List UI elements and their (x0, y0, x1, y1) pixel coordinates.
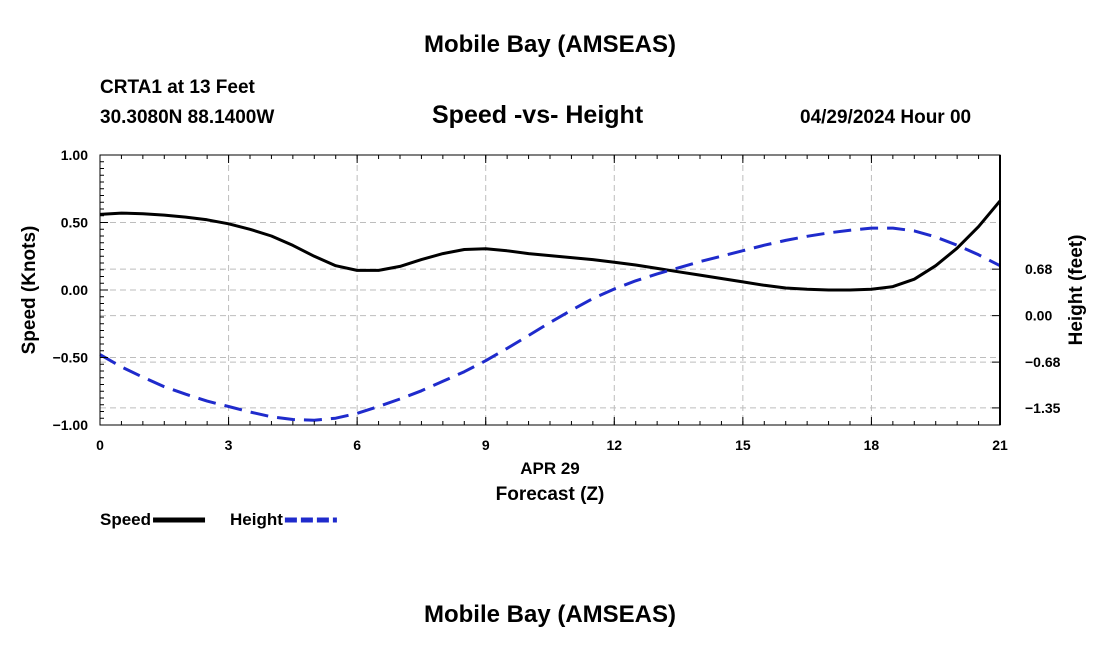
x-axis-title: Forecast (Z) (496, 484, 605, 505)
footer-title: Mobile Bay (AMSEAS) (423, 601, 677, 628)
x-tick-label: 6 (353, 437, 361, 453)
chart-datetime: 04/29/2024 Hour 00 (800, 107, 972, 128)
y2-tick-label: 0.00 (1025, 308, 1052, 324)
y-tick-label: 0.00 (61, 282, 88, 298)
grid (100, 155, 1000, 425)
y-tick-label: −0.50 (53, 350, 89, 366)
x-tick-label: 3 (225, 437, 233, 453)
y-axis-title: Speed (Knots) (19, 226, 40, 355)
y2-tick-label: −1.35 (1025, 400, 1061, 416)
legend-label-height: Height (230, 510, 283, 529)
station-coordinates: 30.3080N 88.1400W (100, 107, 275, 128)
y2-tick-label: 0.68 (1025, 261, 1052, 277)
page-title: Mobile Bay (AMSEAS) (423, 31, 677, 58)
legend-label-speed: Speed (100, 510, 151, 529)
x-tick-label: 12 (606, 437, 622, 453)
y-tick-label: 1.00 (61, 147, 88, 163)
y2-tick-label: −0.68 (1025, 354, 1061, 370)
chart-title: Speed -vs- Height (432, 101, 644, 129)
x-tick-label: 15 (735, 437, 751, 453)
x-tick-label: 9 (482, 437, 490, 453)
y2-axis-title: Height (feet) (1066, 235, 1087, 346)
height-series-line (99, 226, 1001, 422)
x-tick-label: 0 (96, 437, 104, 453)
y-tick-label: 0.50 (61, 215, 88, 231)
x-tick-label: 18 (864, 437, 880, 453)
x-tick-label: 21 (992, 437, 1008, 453)
y-tick-label: −1.00 (53, 417, 89, 433)
legend: Speed Height (100, 510, 337, 529)
station-name: CRTA1 at 13 Feet (100, 77, 255, 98)
axes: 0 3 6 9 12 15 18 21 1.00 0.50 0.00 −0.50 −1.00 0.68 0.… (53, 147, 1061, 453)
x-axis-date-label: APR 29 (520, 459, 580, 478)
series-lines (99, 199, 1002, 422)
speed-series-line (99, 199, 1002, 292)
